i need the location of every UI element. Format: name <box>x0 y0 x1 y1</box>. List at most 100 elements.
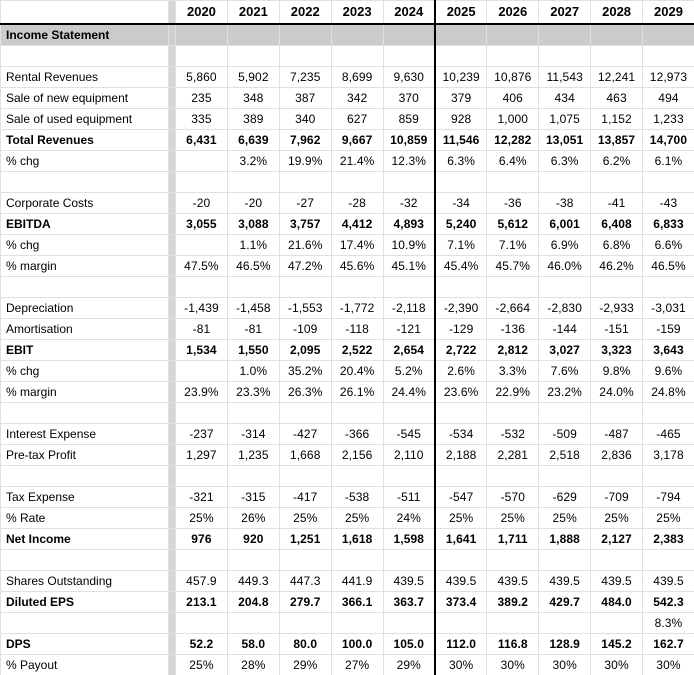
table-cell: 45.1% <box>383 255 436 277</box>
table-row: % Rate 25% 26% 25% 25% 24% 25% 25% 25% 25% 25% <box>0 507 694 529</box>
table-cell: 370 <box>383 87 436 109</box>
table-cell <box>590 402 644 424</box>
table-cell: 22.9% <box>486 381 540 403</box>
table-cell: 1,152 <box>590 108 644 130</box>
separator-cell <box>168 402 176 424</box>
table-cell <box>383 276 436 298</box>
table-cell: 116.8 <box>486 633 540 655</box>
table-cell: 128.9 <box>538 633 592 655</box>
table-cell: 8,699 <box>331 66 384 88</box>
table-row: 8.3% <box>0 612 694 634</box>
table-cell: 2,722 <box>433 339 488 361</box>
table-cell: 439.5 <box>538 570 592 592</box>
table-cell <box>642 276 694 298</box>
separator-cell <box>168 150 176 172</box>
table-cell: 6.8% <box>590 234 644 256</box>
table-cell: 29% <box>279 654 332 675</box>
table-cell <box>175 612 228 634</box>
table-cell <box>331 612 384 634</box>
table-cell <box>227 45 280 67</box>
table-cell: -109 <box>279 318 332 340</box>
separator-cell <box>168 255 176 277</box>
table-cell <box>486 465 540 487</box>
table-cell: 10,859 <box>383 129 436 151</box>
table-cell: 340 <box>279 108 332 130</box>
table-cell: 4,893 <box>383 213 436 235</box>
table-cell: 7.1% <box>433 234 488 256</box>
table-cell <box>538 549 592 571</box>
table-cell <box>433 612 488 634</box>
table-cell <box>331 465 384 487</box>
table-cell: -2,933 <box>590 297 644 319</box>
table-cell: 1,641 <box>433 528 488 550</box>
table-cell: 7.1% <box>486 234 540 256</box>
table-cell: 27% <box>331 654 384 675</box>
table-cell: 439.5 <box>590 570 644 592</box>
table-cell: 348 <box>227 87 280 109</box>
row-label: Rental Revenues <box>0 66 169 88</box>
table-cell: 235 <box>175 87 228 109</box>
table-cell <box>331 402 384 424</box>
table-cell: 5.2% <box>383 360 436 382</box>
table-cell: 162.7 <box>642 633 694 655</box>
table-cell <box>279 402 332 424</box>
table-cell <box>433 549 488 571</box>
table-cell: -465 <box>642 423 694 445</box>
table-cell: 25% <box>279 507 332 529</box>
row-label: EBITDA <box>0 213 169 235</box>
separator-cell <box>168 423 176 445</box>
table-cell <box>383 549 436 571</box>
table-row: EBITDA 3,055 3,088 3,757 4,412 4,893 5,240 5,61… <box>0 213 694 235</box>
table-cell: -3,031 <box>642 297 694 319</box>
table-cell: -1,458 <box>227 297 280 319</box>
table-cell: 3,178 <box>642 444 694 466</box>
table-cell: -570 <box>486 486 540 508</box>
table-cell: 1,534 <box>175 339 228 361</box>
separator-cell <box>168 381 176 403</box>
table-cell: 335 <box>175 108 228 130</box>
table-row: Total Revenues 6,431 6,639 7,962 9,667 10,859… <box>0 129 694 151</box>
table-cell <box>538 276 592 298</box>
table-cell: 25% <box>538 507 592 529</box>
table-cell: 46.5% <box>642 255 694 277</box>
separator-cell <box>168 297 176 319</box>
table-cell: 11,543 <box>538 66 592 88</box>
table-cell <box>590 276 644 298</box>
table-cell <box>383 45 436 67</box>
table-row: Shares Outstanding 457.9 449.3 447.3 441.9 43… <box>0 570 694 592</box>
table-cell <box>433 45 488 67</box>
table-row: % margin 23.9% 23.3% 26.3% 26.1% 24.4% 23.6% 22… <box>0 381 694 403</box>
table-cell: 58.0 <box>227 633 280 655</box>
table-cell <box>383 24 436 46</box>
table-cell: 213.1 <box>175 591 228 613</box>
table-cell: -511 <box>383 486 436 508</box>
table-cell: 1,235 <box>227 444 280 466</box>
table-cell: 30% <box>590 654 644 675</box>
row-label: % chg <box>0 150 169 172</box>
row-label: Corporate Costs <box>0 192 169 214</box>
table-row <box>0 171 694 193</box>
table-cell: 30% <box>433 654 488 675</box>
year-header: 2025 <box>433 0 488 25</box>
separator-cell <box>168 24 176 46</box>
table-row: Interest Expense -237 -314 -427 -366 -545 -534… <box>0 423 694 445</box>
row-label: Sale of new equipment <box>0 87 169 109</box>
header-row: 2020 2021 2022 2023 2024 2025 2026 2027 2028 2029 <box>0 0 694 25</box>
table-cell: 2,812 <box>486 339 540 361</box>
row-label: Tax Expense <box>0 486 169 508</box>
row-label: Income Statement <box>0 24 169 46</box>
table-cell <box>227 276 280 298</box>
row-label <box>0 171 169 193</box>
year-header: 2026 <box>486 0 540 25</box>
table-cell: 859 <box>383 108 436 130</box>
table-cell: 6,639 <box>227 129 280 151</box>
table-cell: 47.5% <box>175 255 228 277</box>
row-label <box>0 465 169 487</box>
table-cell: 25% <box>486 507 540 529</box>
table-cell <box>590 45 644 67</box>
table-cell <box>175 234 228 256</box>
table-cell: 6,001 <box>538 213 592 235</box>
table-cell: 920 <box>227 528 280 550</box>
table-cell: 9,630 <box>383 66 436 88</box>
table-cell: 30% <box>486 654 540 675</box>
